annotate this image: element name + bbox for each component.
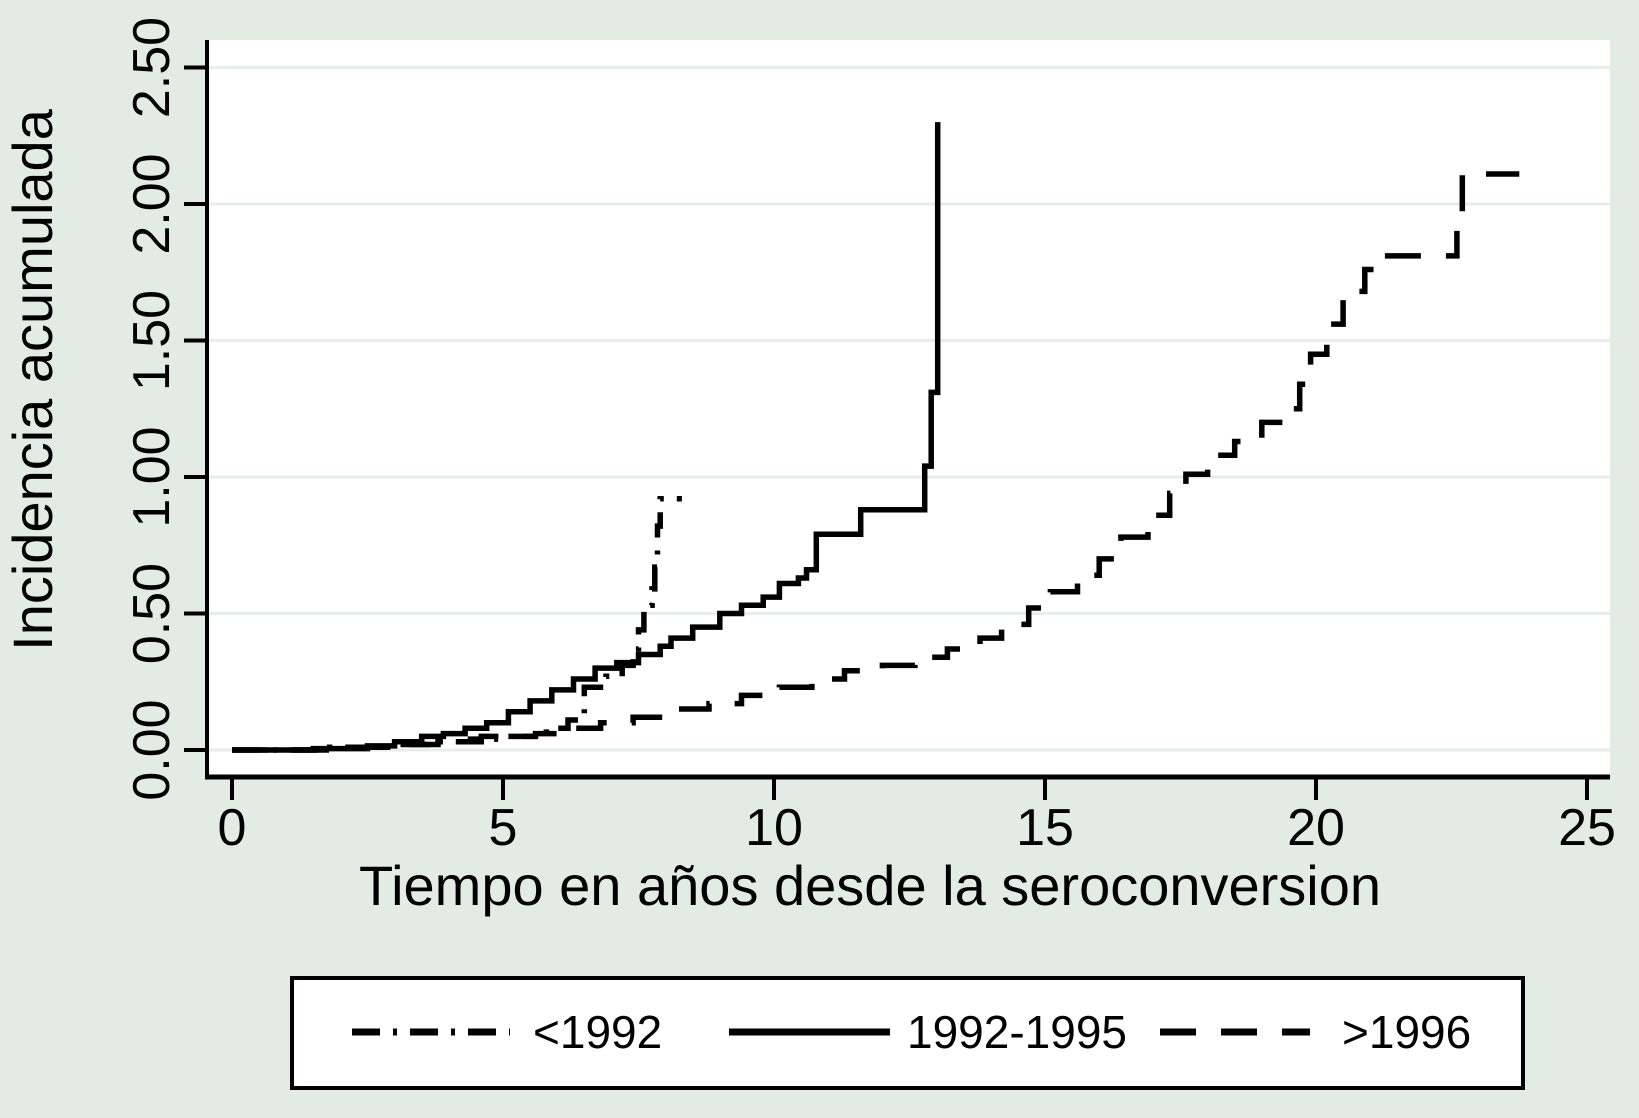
x-tick-labels: 0 5 10 15 20 25 [218,799,1616,857]
x-tick-label: 20 [1287,799,1345,857]
y-tick-label: 1.50 [123,290,181,391]
legend-label-1992-1995: 1992-1995 [907,1006,1127,1058]
legend: <1992 1992-1995 >1996 [290,976,1525,1090]
legend-label-lt1992: <1992 [533,1006,662,1058]
gridlines [209,66,1610,752]
y-tick-label: 1.00 [123,426,181,527]
legend-box [290,976,1525,1090]
x-axis-title: Tiempo en años desde la seroconversion [359,854,1381,917]
y-tick-label: 2.00 [123,153,181,254]
x-tick-label: 5 [489,799,518,857]
plot-area [207,40,1610,777]
y-tick-label: 0.00 [123,699,181,800]
legend-label-gt1996: >1996 [1342,1006,1471,1058]
x-tick-label: 15 [1016,799,1074,857]
y-tick-label: 0.50 [123,563,181,664]
series-lines [232,122,1520,753]
x-tick-label: 25 [1558,799,1616,857]
series-line-gt-1996 [232,171,1520,753]
y-tick-labels: 0.00 0.50 1.00 1.50 2.00 2.50 [123,17,181,801]
x-tick-label: 10 [745,799,803,857]
y-tick-label: 2.50 [123,17,181,118]
series-line-1992-1995 [232,122,941,753]
x-tick-label: 0 [218,799,247,857]
axes [184,40,1610,800]
y-axis-title: Incidencia acumulada [1,108,64,651]
